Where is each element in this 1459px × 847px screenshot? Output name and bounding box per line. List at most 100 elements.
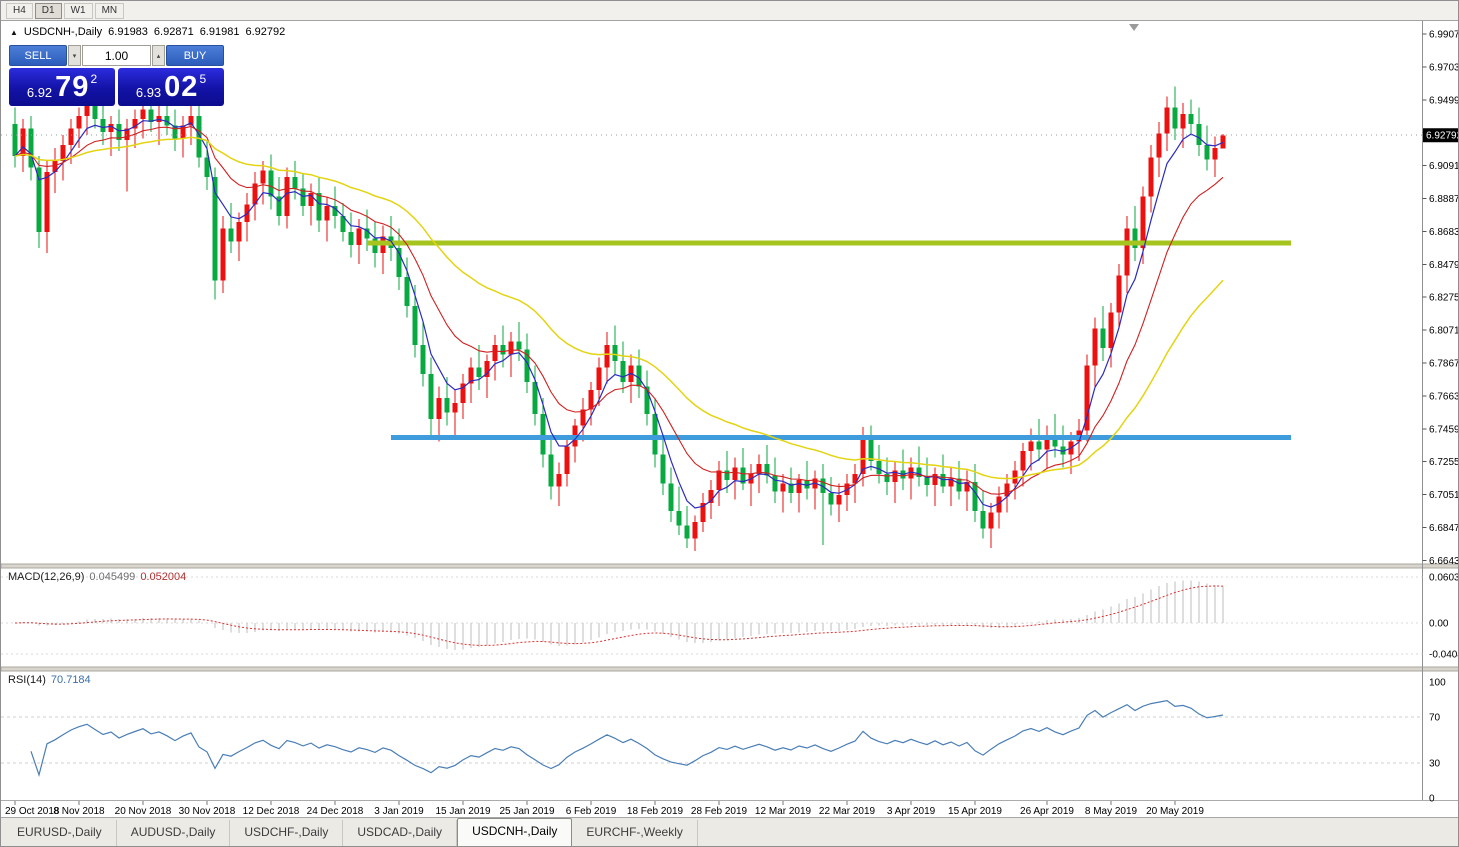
sell-price-panel[interactable]: 6.92 79 2 [9, 68, 115, 106]
candle-body [828, 493, 834, 505]
price-axis-label: 6.94990 [1429, 95, 1459, 106]
tab-audusd-daily[interactable]: AUDUSD-,Daily [117, 820, 231, 846]
sell-price-small: 6.92 [26, 85, 53, 100]
candle-body [300, 188, 306, 207]
candle-body [540, 414, 546, 455]
candle-body [52, 160, 58, 173]
resistance-line[interactable] [367, 240, 1291, 246]
candle-body [1124, 228, 1130, 276]
candle-body [1084, 365, 1090, 431]
candle-body [644, 386, 650, 415]
price-axis-label: 6.78670 [1429, 359, 1459, 370]
candle-body [1052, 435, 1058, 447]
panel-splitter-rsi[interactable] [1, 666, 1459, 672]
candle-body [1004, 483, 1010, 497]
tab-eurchf-weekly[interactable]: EURCHF-,Weekly [572, 820, 698, 846]
current-price-tag-label: 6.92792 [1426, 131, 1459, 142]
timeframe-button-h4[interactable]: H4 [6, 2, 33, 19]
candle-body [268, 170, 274, 197]
candle-body [604, 344, 610, 368]
candle-body [332, 206, 338, 216]
candle-body [1148, 157, 1154, 197]
candle-body [1140, 196, 1146, 249]
rsi-indicator-name: RSI(14) [8, 674, 46, 686]
date-axis-label: 24 Dec 2018 [307, 806, 364, 817]
candle-body [652, 414, 658, 455]
candle-body [1012, 470, 1018, 484]
tab-usdcad-daily[interactable]: USDCAD-,Daily [343, 820, 458, 846]
tab-usdchf-daily[interactable]: USDCHF-,Daily [230, 820, 344, 846]
candle-body [684, 525, 690, 539]
candle-body [68, 128, 74, 145]
candle-body [172, 125, 178, 139]
candle-body [428, 373, 434, 419]
candle-body [780, 483, 786, 492]
candle-body [860, 438, 866, 474]
timeframe-button-d1[interactable]: D1 [34, 2, 62, 19]
candle-body [788, 483, 794, 494]
candle-body [1180, 114, 1186, 129]
candle-body [180, 125, 186, 139]
buy-button[interactable]: BUY [166, 45, 224, 66]
date-axis-label: 25 Jan 2019 [499, 806, 554, 817]
sell-button[interactable]: SELL [9, 45, 67, 66]
candle-body [668, 483, 674, 511]
date-axis-label: 8 Nov 2018 [53, 806, 105, 817]
buy-price-panel[interactable]: 6.93 02 5 [118, 68, 224, 106]
candle-body [956, 478, 962, 492]
candle-body [116, 123, 122, 140]
candle-body [580, 409, 586, 426]
candle-body [948, 478, 954, 487]
candle-body [700, 502, 706, 523]
macd-panel-label: MACD(12,26,9) 0.045499 0.052004 [8, 571, 186, 583]
candle-body [884, 473, 890, 482]
ohlc-open: 6.91983 [108, 26, 148, 38]
chart-tab-bar: EURUSD-,Daily AUDUSD-,Daily USDCHF-,Daily U… [1, 817, 1458, 846]
one-click-trading-panel: SELL ▾ ▴ BUY 6.92 79 2 6.93 02 5 [9, 45, 224, 106]
candle-body [44, 172, 50, 232]
candle-body [20, 128, 26, 157]
ohlc-close: 6.92792 [245, 26, 286, 38]
tab-eurusd-daily[interactable]: EURUSD-,Daily [3, 820, 117, 846]
price-axis-label: 6.68470 [1429, 523, 1459, 534]
price-axis-label: 6.70510 [1429, 490, 1459, 501]
candle-body [764, 464, 770, 476]
candle-body [452, 402, 458, 413]
candle-body [740, 467, 746, 484]
volume-increase-button[interactable]: ▴ [152, 45, 165, 66]
date-axis-label: 6 Feb 2019 [566, 806, 617, 817]
ohlc-low: 6.91981 [199, 26, 240, 38]
candle-body [404, 277, 410, 307]
price-axis-label: 6.76630 [1429, 391, 1459, 402]
candle-body [12, 123, 18, 157]
candle-body [356, 228, 362, 245]
candle-body [772, 475, 778, 492]
timeframe-button-w1[interactable]: W1 [63, 2, 93, 19]
candle-body [876, 460, 882, 474]
date-axis-label: 28 Feb 2019 [691, 806, 748, 817]
support-line[interactable] [391, 435, 1291, 441]
candle-body [1188, 114, 1194, 124]
chart-title: ▲ USDCNH-,Daily 6.91983 6.92871 6.91981 … [10, 26, 285, 38]
chart-end-marker-icon[interactable] [1129, 24, 1139, 31]
candle-body [436, 397, 442, 419]
timeframe-button-mn[interactable]: MN [94, 2, 125, 19]
candle-body [252, 183, 258, 205]
candle-body [852, 473, 858, 484]
candle-body [84, 106, 90, 116]
buy-price-small: 6.93 [135, 85, 162, 100]
macd-value-main: 0.045499 [89, 571, 136, 583]
panel-splitter-macd[interactable] [1, 563, 1459, 569]
candle-body [188, 115, 194, 126]
tab-usdcnh-daily[interactable]: USDCNH-,Daily [457, 818, 573, 846]
candle-body [924, 477, 930, 486]
ma-slow-line [14, 136, 1224, 480]
candle-body [420, 344, 426, 374]
volume-decrease-button[interactable]: ▾ [68, 45, 81, 66]
candle-body [588, 389, 594, 410]
candle-body [1132, 228, 1138, 249]
candle-body [284, 177, 290, 216]
one-click-collapse-icon[interactable]: ▲ [10, 27, 18, 37]
volume-input[interactable] [82, 45, 151, 66]
